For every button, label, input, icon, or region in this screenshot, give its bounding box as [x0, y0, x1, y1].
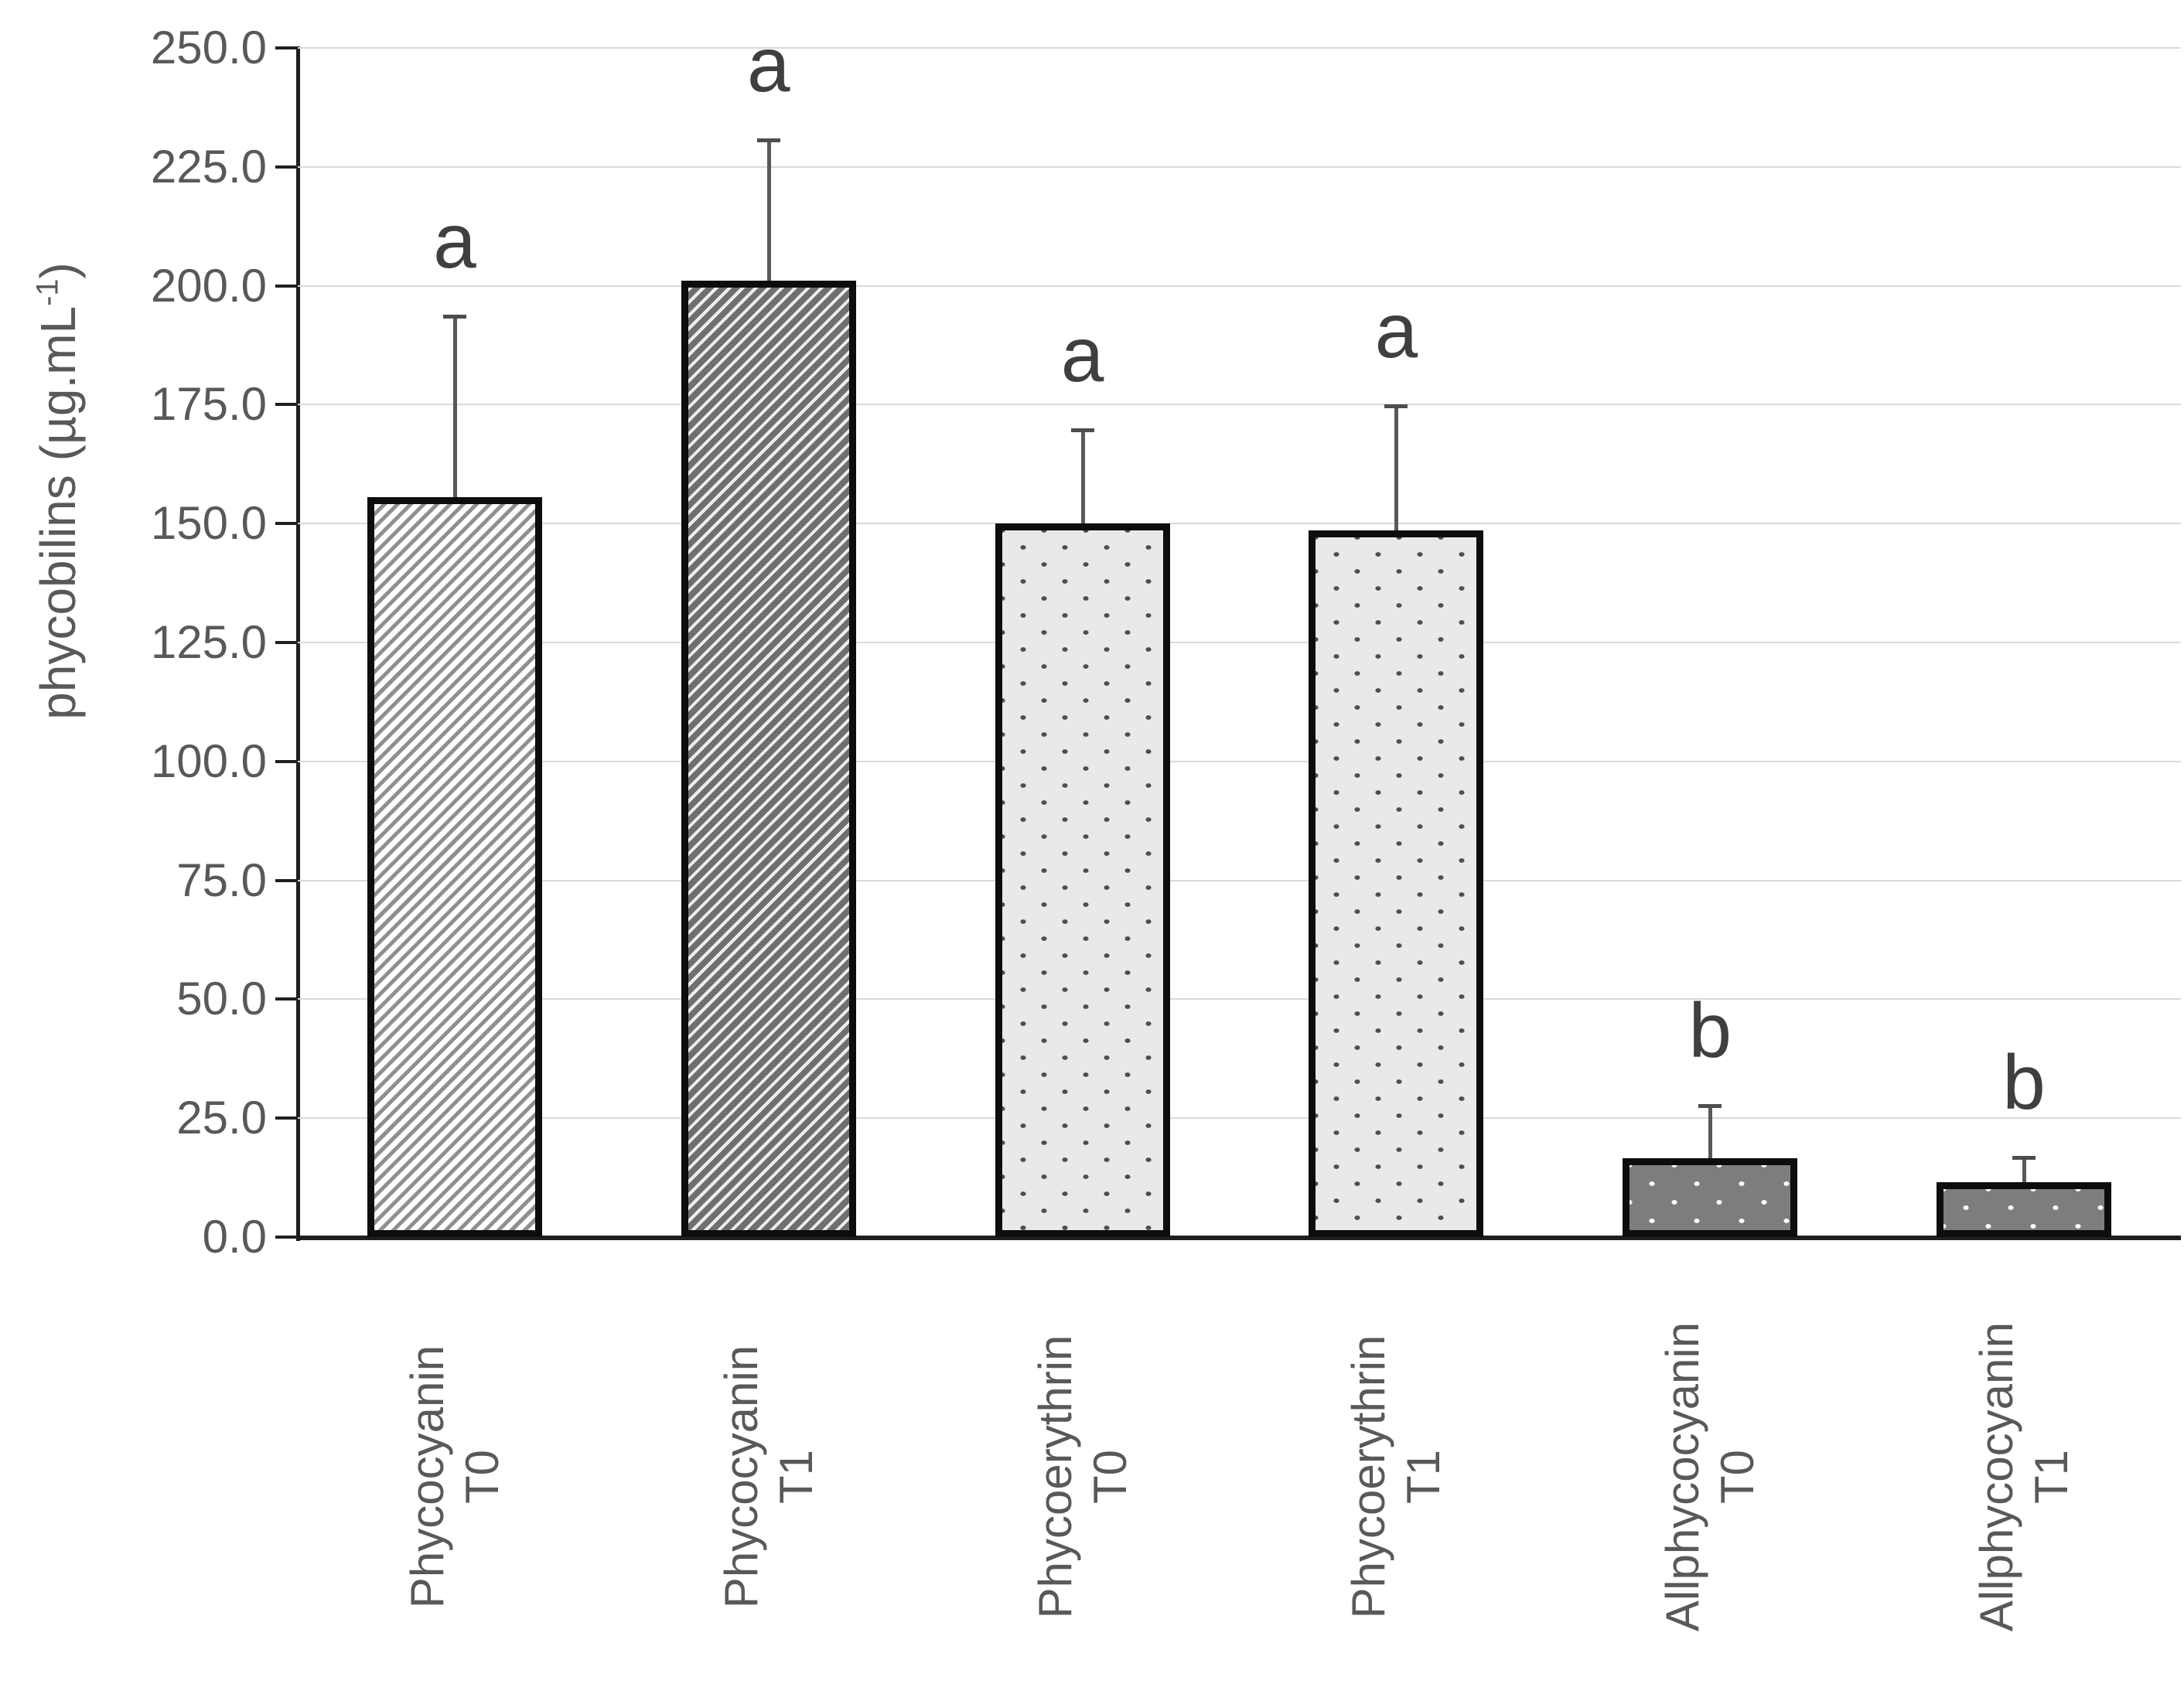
x-axis-label-line: Phycocyanin	[715, 1345, 767, 1609]
y-tick-label: 50.0	[176, 973, 267, 1025]
error-bar-phycocyanin-t1	[766, 138, 771, 281]
gridline-150.0	[298, 523, 2181, 525]
gridline-225.0	[298, 165, 2181, 168]
gridline-175.0	[298, 404, 2181, 406]
y-tick-label: 150.0	[150, 497, 267, 550]
significance-letter-phycoerythrin-t1: a	[1374, 288, 1418, 375]
error-bar-cap-phycoerythrin-t0	[1070, 428, 1094, 433]
y-tick-label: 100.0	[150, 735, 267, 787]
x-axis-label-line: Allphycocyanin	[1971, 1321, 2023, 1632]
significance-letter-phycocyanin-t0: a	[433, 197, 476, 285]
y-tick-label: 225.0	[150, 140, 267, 193]
bar-allphycocyanin-t1	[1937, 1182, 2112, 1237]
bar-phycoerythrin-t0	[995, 523, 1170, 1237]
gridline-200.0	[298, 285, 2181, 287]
y-tick-mark-50.0	[275, 997, 298, 1001]
y-tick-label: 250.0	[150, 22, 267, 73]
error-bar-phycoerythrin-t0	[1080, 428, 1085, 524]
x-axis-label-line: Phycocyanin	[401, 1345, 453, 1609]
x-axis-label-line: Phycoerythrin	[1343, 1335, 1395, 1619]
bar-allphycocyanin-t0	[1623, 1158, 1798, 1237]
error-bar-cap-phycocyanin-t0	[442, 314, 466, 319]
y-tick-mark-100.0	[275, 759, 298, 763]
gridline-75.0	[298, 879, 2181, 881]
error-bar-phycoerythrin-t1	[1394, 404, 1399, 531]
gridline-250.0	[298, 47, 2181, 49]
significance-letter-allphycocyanin-t1: b	[2002, 1039, 2046, 1127]
x-axis-label-line: T1	[1397, 1449, 1450, 1505]
gridline-125.0	[298, 642, 2181, 643]
gridline-50.0	[298, 998, 2181, 1000]
y-tick-label: 75.0	[176, 854, 267, 906]
error-bar-cap-allphycocyanin-t0	[1698, 1103, 1722, 1108]
significance-letter-phycoerythrin-t0: a	[1060, 312, 1104, 399]
error-bar-phycocyanin-t0	[452, 314, 457, 498]
y-tick-label: 200.0	[150, 259, 267, 312]
y-tick-mark-175.0	[275, 403, 298, 407]
y-tick-mark-200.0	[275, 284, 298, 288]
x-axis-label-line: T0	[1083, 1449, 1136, 1505]
x-axis-label-line: Allphycocyanin	[1657, 1321, 1709, 1632]
error-bar-allphycocyanin-t1	[2022, 1156, 2027, 1183]
y-tick-mark-125.0	[275, 641, 298, 644]
y-tick-label: 25.0	[176, 1092, 267, 1144]
error-bar-cap-allphycocyanin-t1	[2012, 1156, 2036, 1161]
x-axis-label-line: T0	[456, 1449, 508, 1505]
y-tick-mark-150.0	[275, 522, 298, 526]
x-axis-line	[296, 1236, 2181, 1240]
significance-letter-allphycocyanin-t0: b	[1688, 987, 1732, 1074]
error-bar-allphycocyanin-t0	[1708, 1103, 1713, 1159]
bar-phycoerythrin-t1	[1309, 530, 1484, 1237]
y-tick-mark-25.0	[275, 1116, 298, 1120]
y-tick-mark-0.0	[275, 1236, 298, 1239]
x-axis-label-allphycocyanin-t1: Allphycocyanin T1	[1784, 1237, 2184, 1701]
error-bar-cap-phycoerythrin-t1	[1384, 404, 1408, 409]
x-axis-label-line: Phycoerythrin	[1029, 1335, 1081, 1619]
error-bar-cap-phycocyanin-t1	[756, 138, 780, 142]
y-tick-label: 175.0	[150, 378, 267, 431]
bar-phycocyanin-t0	[367, 497, 542, 1237]
gridline-25.0	[298, 1117, 2181, 1120]
x-axis-label-line: T0	[1711, 1449, 1764, 1505]
x-axis-label-line: T1	[770, 1449, 822, 1505]
y-tick-label: 0.0	[202, 1211, 267, 1263]
y-tick-label: 125.0	[150, 616, 267, 668]
y-tick-mark-225.0	[275, 165, 298, 169]
y-axis-line	[296, 46, 300, 1241]
significance-letter-phycocyanin-t1: a	[746, 21, 790, 108]
y-tick-mark-75.0	[275, 878, 298, 882]
y-tick-mark-250.0	[275, 46, 298, 49]
bar-phycocyanin-t1	[681, 281, 856, 1237]
x-axis-label-line: T1	[2025, 1449, 2078, 1505]
gridline-100.0	[298, 760, 2181, 762]
